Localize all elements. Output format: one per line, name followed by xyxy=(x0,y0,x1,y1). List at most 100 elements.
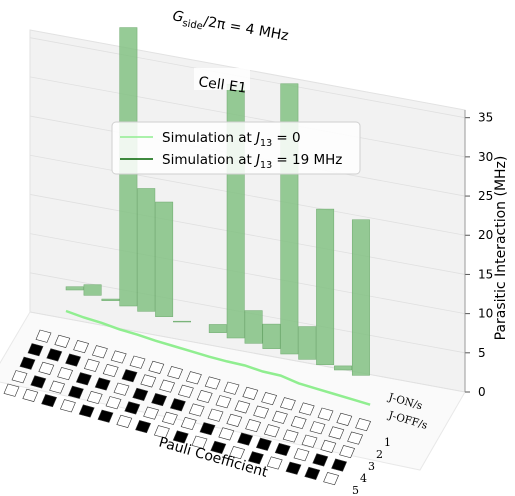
matrix-cell-empty xyxy=(196,389,213,404)
z-tick-label: 10 xyxy=(478,307,493,321)
matrix-cell-filled xyxy=(97,409,114,423)
matrix-cell-empty xyxy=(282,429,299,443)
legend-label-1: Simulation at J13 = 0 xyxy=(162,130,301,149)
matrix-cell-empty xyxy=(116,414,133,428)
z-axis-label: Parasitic Interaction (MHz) xyxy=(493,156,509,341)
matrix-cell-empty xyxy=(320,439,337,453)
matrix-cell-empty xyxy=(301,434,318,448)
matrix-cell-filled xyxy=(151,393,168,407)
matrix-cell-filled xyxy=(210,440,227,454)
matrix-cell-empty xyxy=(290,415,307,430)
matrix-cell-filled xyxy=(172,430,189,444)
legend-label-2: Simulation at J13 = 19 MHz xyxy=(162,152,342,171)
matrix-cell-empty xyxy=(204,376,221,390)
matrix-cell-filled xyxy=(255,437,272,451)
matrix-cell-empty xyxy=(148,360,165,374)
matrix-cell-empty xyxy=(113,382,130,396)
annotation: Cell E1 xyxy=(197,74,247,97)
matrix-cell-empty xyxy=(143,406,160,420)
row-label-5: 5 xyxy=(352,484,359,496)
matrix-cell-empty xyxy=(140,374,157,388)
matrix-cell-filled xyxy=(75,372,92,386)
matrix-cell-empty xyxy=(309,421,326,435)
matrix-cell-filled xyxy=(124,401,141,415)
bar xyxy=(351,219,370,376)
legend: Simulation at J13 = 0 Simulation at J13 … xyxy=(111,121,361,175)
matrix-cell-empty xyxy=(226,413,243,427)
matrix-cell-empty xyxy=(188,403,205,417)
matrix-cell-empty xyxy=(218,427,235,441)
matrix-cell-filled xyxy=(247,451,264,465)
matrix-cell-empty xyxy=(110,350,127,364)
gridline xyxy=(29,194,466,275)
gridline xyxy=(29,76,466,158)
matrix-cell-filled xyxy=(94,377,111,391)
bar xyxy=(137,188,156,312)
row-label-1: 1 xyxy=(384,436,391,449)
matrix-cell-filled xyxy=(67,385,84,399)
z-axis: 0 5 10 15 20 25 30 35 xyxy=(464,110,493,399)
floor-lines xyxy=(65,309,371,406)
matrix-cell-filled xyxy=(132,387,149,401)
bar xyxy=(298,326,317,360)
matrix-cell-filled xyxy=(30,375,47,389)
matrix-cell-empty xyxy=(91,345,108,359)
gridline xyxy=(29,154,466,236)
pauli-matrix xyxy=(3,329,372,486)
matrix-cell-empty xyxy=(279,397,296,411)
matrix-cell-empty xyxy=(263,424,280,438)
matrix-cell-empty xyxy=(347,431,364,445)
matrix-cell-empty xyxy=(35,329,52,343)
matrix-cell-empty xyxy=(271,410,288,424)
matrix-cell-empty xyxy=(159,379,176,393)
matrix-cell-empty xyxy=(185,371,202,385)
series-line-j13-0 xyxy=(65,309,371,406)
matrix-cell-filled xyxy=(19,356,36,370)
matrix-cell-empty xyxy=(167,366,184,380)
matrix-cell-empty xyxy=(317,407,334,421)
matrix-cell-empty xyxy=(191,435,208,449)
matrix-cell-empty xyxy=(83,358,100,372)
matrix-cell-empty xyxy=(298,402,315,416)
matrix-cell-empty xyxy=(207,408,224,422)
bar xyxy=(316,208,335,365)
matrix-cell-filled xyxy=(78,404,95,418)
bar xyxy=(244,310,263,344)
bar xyxy=(334,365,352,371)
matrix-cell-empty xyxy=(153,425,170,439)
matrix-cell-filled xyxy=(274,442,291,457)
bar xyxy=(65,286,84,291)
matrix-cell-empty xyxy=(293,448,310,462)
matrix-cell-empty xyxy=(215,395,232,409)
matrix-cell-empty xyxy=(336,412,353,426)
row-label-4: 4 xyxy=(360,472,367,485)
matrix-cell-filled xyxy=(41,394,58,408)
matrix-cell-empty xyxy=(229,446,246,460)
matrix-cell-filled xyxy=(304,466,321,480)
matrix-cell-empty xyxy=(102,363,119,378)
matrix-cell-empty xyxy=(261,392,278,406)
matrix-cell-filled xyxy=(237,432,254,446)
matrix-cell-filled xyxy=(199,422,216,436)
matrix-cell-filled xyxy=(135,420,152,434)
matrix-cell-empty xyxy=(266,456,283,470)
legend-box xyxy=(111,121,361,175)
matrix-cell-empty xyxy=(355,418,372,432)
matrix-cell-empty xyxy=(177,384,194,398)
matrix-cell-filled xyxy=(169,398,186,412)
z-tick-label: 30 xyxy=(478,150,493,164)
chart-title: Gside/2π = 4 MHz xyxy=(171,8,290,47)
matrix-cell-empty xyxy=(73,340,90,354)
bar xyxy=(101,298,120,301)
row-label-2: 2 xyxy=(376,448,383,461)
bar xyxy=(155,201,174,317)
matrix-cell-empty xyxy=(129,355,146,369)
bar xyxy=(208,324,227,333)
z-tick-label: 35 xyxy=(478,111,493,125)
row-label-3: 3 xyxy=(368,460,375,473)
annotation-bg xyxy=(194,68,250,90)
matrix-cell-empty xyxy=(49,380,66,394)
matrix-cell-filled xyxy=(121,369,138,383)
matrix-cell-empty xyxy=(22,388,39,402)
